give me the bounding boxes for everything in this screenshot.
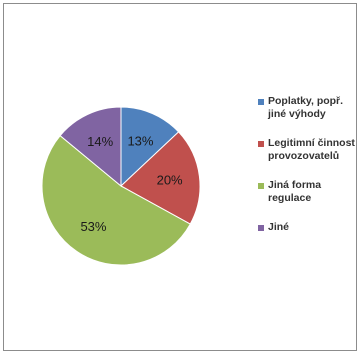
- legend-item-jina-forma: Jiná forma regulace: [258, 179, 358, 205]
- legend-label-legitimni-cinnost: Legitimní činnost provozovatelů: [268, 137, 355, 162]
- legend-label-poplatky: Poplatky, popř. jiné výhody: [268, 95, 344, 120]
- legend-swatch-poplatky: [258, 99, 264, 105]
- pie-slice-jine: [59, 106, 122, 188]
- legend: Poplatky, popř. jiné výhody Legitimní či…: [258, 95, 358, 250]
- data-label-poplatky: 13%: [127, 134, 153, 149]
- pie-slice-poplatky: [120, 106, 180, 188]
- legend-swatch-jina-forma: [258, 183, 264, 189]
- data-label-legitimni-cinnost: 20%: [157, 172, 183, 187]
- legend-swatch-jine: [258, 225, 264, 231]
- legend-item-poplatky: Poplatky, popř. jiné výhody: [258, 95, 358, 121]
- pie-slice-legitimni-cinnost: [120, 131, 201, 225]
- legend-label-jina-forma: Jiná forma regulace: [268, 179, 322, 204]
- legend-label-jine: Jiné: [268, 221, 290, 233]
- legend-item-legitimni-cinnost: Legitimní činnost provozovatelů: [258, 137, 358, 163]
- pie-slice-jina-forma: [41, 134, 191, 266]
- legend-item-jine: Jiné: [258, 221, 358, 234]
- legend-swatch-legitimni-cinnost: [258, 141, 264, 147]
- data-label-jina-forma: 53%: [80, 219, 106, 234]
- data-label-jine: 14%: [87, 134, 113, 149]
